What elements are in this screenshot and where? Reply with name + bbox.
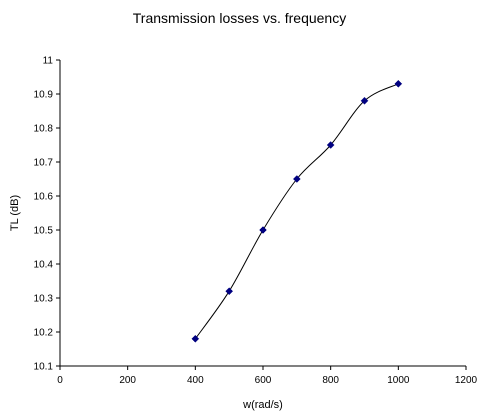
x-tick-label: 1000 <box>387 375 410 386</box>
data-point-marker <box>292 175 301 183</box>
y-tick-label: 10.4 <box>34 260 54 271</box>
x-tick-label: 800 <box>322 375 339 386</box>
x-tick-label: 0 <box>57 375 63 386</box>
data-point-marker <box>360 96 369 105</box>
y-tick-label: 10.9 <box>34 90 54 101</box>
data-point-marker <box>225 287 234 296</box>
x-tick-label: 600 <box>255 375 272 386</box>
y-tick-label: 10.6 <box>34 192 54 203</box>
y-tick-label: 10.5 <box>34 226 54 237</box>
data-point-marker <box>259 226 267 234</box>
x-tick-label: 400 <box>187 375 204 386</box>
x-tick-label: 1200 <box>455 375 478 386</box>
y-tick-label: 10.2 <box>34 328 54 339</box>
y-axis-title: TL (dB) <box>9 195 21 231</box>
series-line <box>194 83 399 340</box>
data-point-marker <box>326 141 335 149</box>
y-tick-label: 10.1 <box>34 362 54 373</box>
x-axis-title: w(rad/s) <box>242 399 283 411</box>
data-point-marker <box>191 334 200 343</box>
y-tick-label: 10.8 <box>34 124 54 135</box>
x-tick-label: 200 <box>119 375 136 386</box>
y-tick-label: 11 <box>43 56 54 67</box>
y-tick-label: 10.3 <box>34 294 54 305</box>
plot-root: 10.1 10.2 10.3 10.4 10.5 10.6 10.7 10.8 10.9 11 0 2… <box>9 56 478 412</box>
chart-title: Transmission losses vs. frequency <box>132 10 347 26</box>
data-point-marker <box>394 79 403 88</box>
y-tick-label: 10.7 <box>34 158 54 169</box>
